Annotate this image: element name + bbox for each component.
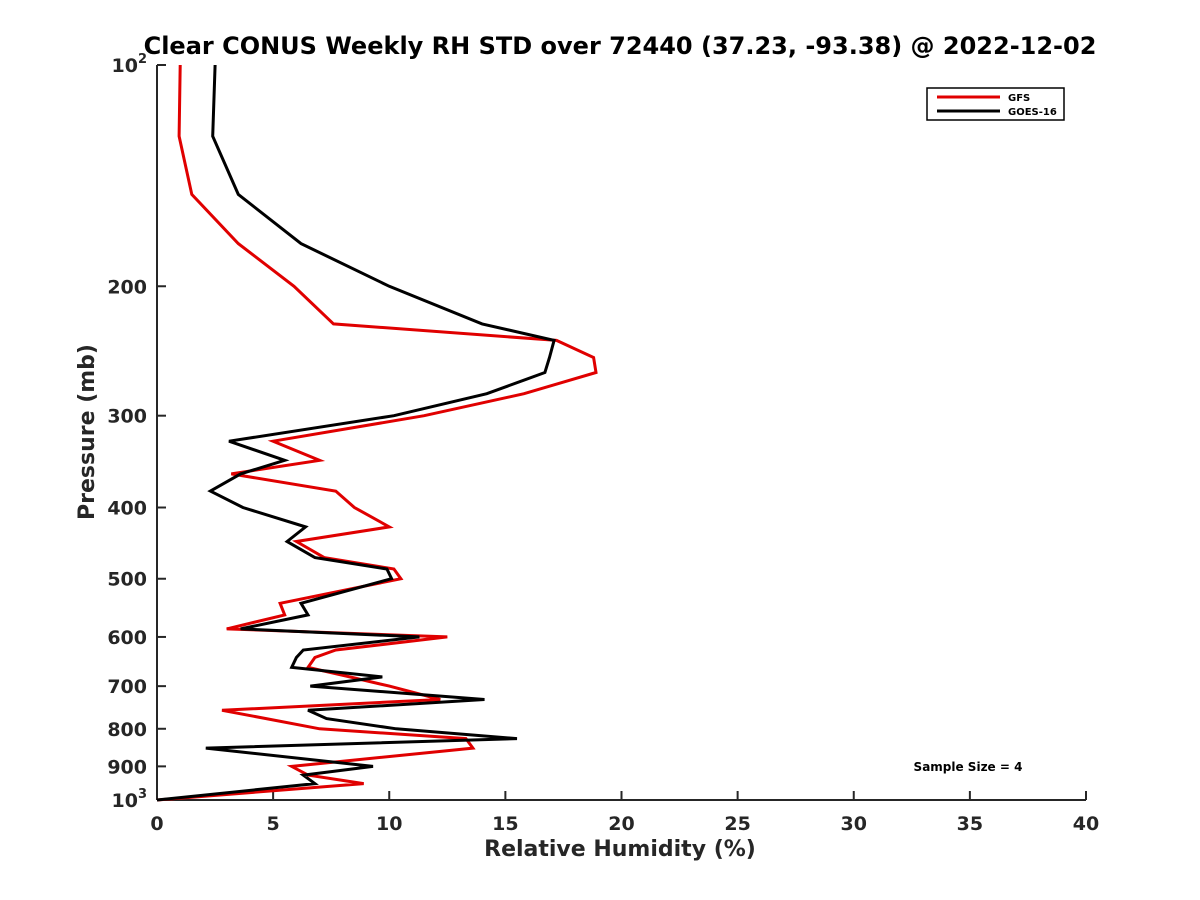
series-line-gfs [156,64,598,802]
legend-label: GFS [1008,93,1030,104]
y-tick-label: 700 [107,676,147,698]
y-tick-label: 102 [112,52,148,77]
x-tick-label: 20 [608,813,634,835]
x-tick-label: 25 [724,813,750,835]
y-tick-label: 500 [107,569,147,591]
series-line-goes-16 [156,64,556,802]
sample-size-annotation: Sample Size = 4 [914,760,1023,774]
y-tick-label: 800 [107,719,147,741]
y-tick-label: 400 [107,498,147,520]
x-axis-label: Relative Humidity (%) [484,837,756,862]
y-tick-label: 900 [107,756,147,778]
legend-box [926,87,1065,121]
legend-label: GOES-16 [1008,107,1057,118]
x-tick-label: 0 [150,813,163,835]
x-tick-label: 15 [492,813,518,835]
x-tick-label: 30 [841,813,867,835]
y-tick-label: 600 [107,627,147,649]
x-tick-label: 5 [267,813,280,835]
x-tick-label: 35 [957,813,983,835]
y-tick-label: 103 [112,787,148,812]
chart-title: Clear CONUS Weekly RH STD over 72440 (37… [144,32,1097,60]
x-tick-label: 40 [1073,813,1099,835]
y-tick-label: 200 [107,276,147,298]
y-tick-label: 300 [107,406,147,428]
y-axis-label: Pressure (mb) [75,344,100,520]
plot-area: 0 5 10 15 20 25 30 35 40 102 200 300 400 500 600 700 800… [107,52,1099,835]
x-tick-label: 10 [376,813,402,835]
